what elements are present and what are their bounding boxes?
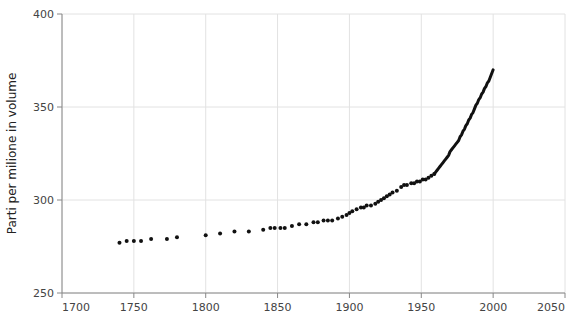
scatter-point: [395, 189, 399, 193]
x-tick: [565, 293, 566, 298]
scatter-point: [149, 237, 153, 241]
scatter-point: [326, 218, 330, 222]
x-tick: [205, 293, 206, 298]
x-tick: [421, 293, 422, 298]
x-grid-line: [62, 14, 63, 293]
scatter-point: [405, 183, 409, 187]
x-tick-label: 1800: [192, 301, 220, 314]
x-grid-line: [565, 14, 566, 293]
x-grid-line: [277, 14, 278, 293]
scatter-point: [365, 204, 369, 208]
scatter-point: [232, 230, 236, 234]
scatter-point: [273, 226, 277, 230]
x-tick-label: 1900: [335, 301, 363, 314]
x-tick: [62, 293, 63, 298]
y-axis-label: Parti per milione in volume: [5, 73, 19, 235]
x-tick-label: 1950: [407, 301, 435, 314]
scatter-point: [336, 217, 340, 221]
grid: [62, 14, 565, 293]
scatter-point: [290, 224, 294, 228]
y-axis-line: [62, 14, 63, 293]
scatter-point: [268, 226, 272, 230]
scatter-point: [117, 241, 121, 245]
scatter-point: [283, 226, 287, 230]
x-tick-label: 2000: [479, 301, 507, 314]
y-grid-line: [62, 107, 565, 108]
y-tick-label: 350: [33, 101, 54, 114]
scatter-point: [355, 207, 359, 211]
scatter-point: [312, 220, 316, 224]
scatter-point: [165, 237, 169, 241]
scatter-point: [350, 209, 354, 213]
x-grid-line: [493, 14, 494, 293]
line-series: [434, 70, 493, 174]
x-grid-line: [205, 14, 206, 293]
x-tick-label: 1700: [62, 301, 90, 314]
y-tick: [57, 107, 62, 108]
scatter-point: [247, 230, 251, 234]
y-tick-label: 300: [33, 194, 54, 207]
y-tick: [57, 293, 62, 294]
scatter-point: [304, 222, 308, 226]
y-tick-label: 250: [33, 287, 54, 300]
scatter-point: [125, 239, 129, 243]
axes: 250 300 350 400 1700 1750 1800 1850 1900 1950 2000…: [33, 8, 565, 314]
scatter-point: [316, 220, 320, 224]
scatter-point: [139, 239, 143, 243]
y-grid-line: [62, 293, 565, 294]
chart-svg: 250 300 350 400 1700 1750 1800 1850 1900 1950 2000…: [0, 0, 585, 323]
y-tick: [57, 200, 62, 201]
x-grid-line: [133, 14, 134, 293]
scatter-point: [297, 222, 301, 226]
scatter-series: [117, 172, 436, 245]
plot-data: [117, 70, 493, 245]
y-tick-label: 400: [33, 8, 54, 21]
x-tick: [349, 293, 350, 298]
scatter-point: [175, 235, 179, 239]
scatter-point: [261, 228, 265, 232]
scatter-point: [330, 218, 334, 222]
x-tick-label: 1750: [120, 301, 148, 314]
x-tick-label: 1850: [264, 301, 292, 314]
x-grid-line: [421, 14, 422, 293]
x-tick: [493, 293, 494, 298]
chart-container: 250 300 350 400 1700 1750 1800 1850 1900 1950 2000…: [0, 0, 585, 323]
x-grid-line: [349, 14, 350, 293]
x-tick: [133, 293, 134, 298]
scatter-point: [218, 231, 222, 235]
scatter-point: [322, 218, 326, 222]
scatter-point: [340, 215, 344, 219]
x-tick-label: 2050: [537, 301, 565, 314]
y-tick: [57, 14, 62, 15]
x-axis-line: [62, 293, 565, 294]
scatter-point: [132, 239, 136, 243]
scatter-point: [369, 204, 373, 208]
y-grid-line: [62, 200, 565, 201]
x-tick: [277, 293, 278, 298]
y-grid-line: [62, 14, 565, 15]
scatter-point: [391, 191, 395, 195]
scatter-point: [278, 226, 282, 230]
scatter-point: [204, 233, 208, 237]
